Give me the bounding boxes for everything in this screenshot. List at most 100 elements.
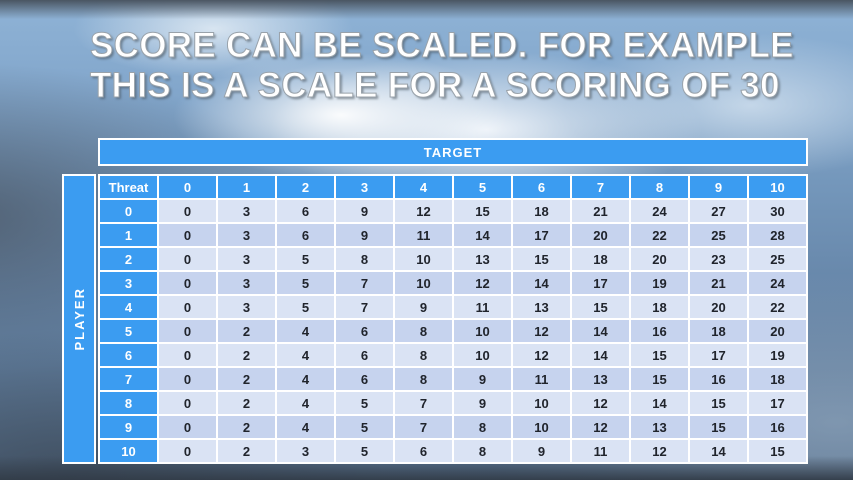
score-cell: 9 [336,200,393,222]
score-cell: 11 [454,296,511,318]
score-cell: 14 [631,392,688,414]
target-column-header-5: 5 [454,176,511,198]
target-label: TARGET [423,144,483,160]
score-cell: 6 [277,224,334,246]
score-cell: 3 [218,200,275,222]
score-cell: 0 [159,296,216,318]
score-cell: 2 [218,392,275,414]
score-cell: 0 [159,392,216,414]
target-column-header-8: 8 [631,176,688,198]
threat-row-header-2: 2 [100,248,157,270]
score-cell: 24 [631,200,688,222]
score-cell: 16 [631,320,688,342]
score-cell: 0 [159,200,216,222]
score-cell: 14 [690,440,747,462]
threat-row-header-9: 9 [100,416,157,438]
score-cell: 2 [218,416,275,438]
score-cell: 6 [395,440,452,462]
threat-row-header-3: 3 [100,272,157,294]
score-cell: 14 [572,344,629,366]
score-cell: 2 [218,440,275,462]
score-cell: 12 [513,344,570,366]
score-cell: 6 [336,320,393,342]
score-grid: Threat 0 1 2 3 4 5 6 7 8 9 10 0 0 3 6 9 12 15 18 21 24 27 30 1 0 3… [100,176,806,462]
score-cell: 0 [159,272,216,294]
score-cell: 28 [749,224,806,246]
score-cell: 12 [631,440,688,462]
player-label: PLAYER [71,287,87,351]
target-column-header-4: 4 [395,176,452,198]
score-cell: 13 [631,416,688,438]
score-cell: 20 [749,320,806,342]
score-cell: 18 [631,296,688,318]
score-cell: 9 [395,296,452,318]
score-cell: 19 [749,344,806,366]
score-cell: 5 [277,248,334,270]
score-cell: 15 [690,392,747,414]
title-line-1: SCORE CAN BE SCALED. FOR EXAMPLE [90,26,795,66]
score-cell: 11 [395,224,452,246]
threat-row-header-0: 0 [100,200,157,222]
score-cell: 7 [395,392,452,414]
score-cell: 4 [277,416,334,438]
score-cell: 12 [395,200,452,222]
score-cell: 0 [159,416,216,438]
target-column-header-2: 2 [277,176,334,198]
score-cell: 9 [513,440,570,462]
target-header-bar: TARGET [98,138,808,166]
threat-row-header-7: 7 [100,368,157,390]
threat-row-header-4: 4 [100,296,157,318]
score-cell: 8 [336,248,393,270]
score-cell: 5 [336,440,393,462]
score-cell: 2 [218,344,275,366]
target-column-header-3: 3 [336,176,393,198]
target-column-header-9: 9 [690,176,747,198]
score-cell: 9 [454,368,511,390]
score-cell: 10 [454,320,511,342]
slide-title: SCORE CAN BE SCALED. FOR EXAMPLE THIS IS… [90,26,795,106]
score-cell: 2 [218,320,275,342]
score-cell: 10 [395,248,452,270]
score-cell: 0 [159,248,216,270]
score-cell: 22 [631,224,688,246]
score-cell: 8 [395,320,452,342]
score-cell: 27 [690,200,747,222]
score-cell: 9 [454,392,511,414]
score-cell: 10 [395,272,452,294]
target-column-header-0: 0 [159,176,216,198]
score-cell: 0 [159,368,216,390]
score-cell: 20 [631,248,688,270]
score-cell: 13 [572,368,629,390]
score-cell: 15 [631,368,688,390]
score-cell: 21 [690,272,747,294]
score-cell: 17 [513,224,570,246]
score-cell: 10 [513,416,570,438]
threat-row-header-8: 8 [100,392,157,414]
score-cell: 11 [513,368,570,390]
threat-row-header-6: 6 [100,344,157,366]
score-cell: 20 [690,296,747,318]
score-cell: 18 [690,320,747,342]
score-cell: 20 [572,224,629,246]
target-column-header-6: 6 [513,176,570,198]
score-cell: 16 [749,416,806,438]
score-cell: 8 [395,344,452,366]
score-cell: 4 [277,320,334,342]
score-cell: 18 [749,368,806,390]
score-cell: 5 [336,392,393,414]
score-cell: 0 [159,344,216,366]
score-cell: 15 [749,440,806,462]
score-cell: 0 [159,440,216,462]
score-cell: 17 [749,392,806,414]
score-cell: 17 [690,344,747,366]
score-cell: 4 [277,368,334,390]
score-cell: 15 [454,200,511,222]
score-cell: 12 [572,416,629,438]
score-cell: 9 [336,224,393,246]
score-cell: 14 [454,224,511,246]
threat-row-header-1: 1 [100,224,157,246]
score-cell: 14 [572,320,629,342]
threat-row-header-10: 10 [100,440,157,462]
score-cell: 14 [513,272,570,294]
